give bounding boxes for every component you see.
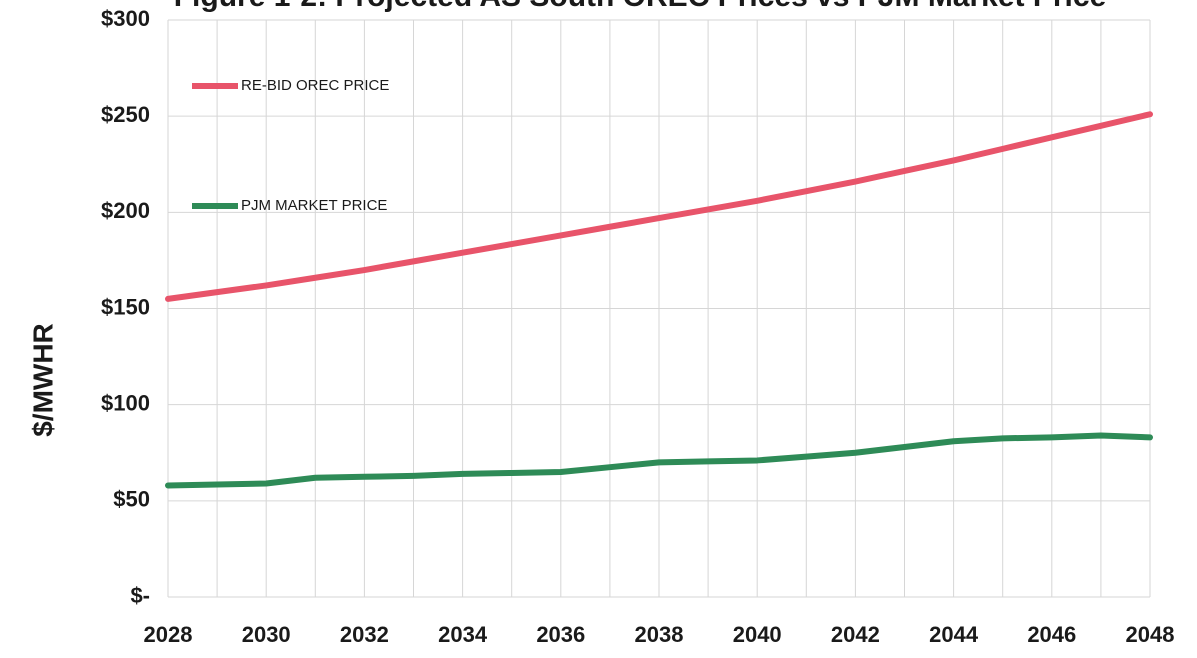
y-tick-label: $300 — [101, 6, 150, 31]
x-tick-label: 2030 — [242, 622, 291, 647]
y-axis-label: $/MWHR — [27, 323, 58, 437]
y-tick-label: $200 — [101, 198, 150, 223]
y-tick-label: $50 — [113, 487, 150, 512]
x-tick-label: 2040 — [733, 622, 782, 647]
x-tick-label: 2034 — [438, 622, 488, 647]
y-tick-label: $100 — [101, 390, 150, 415]
y-tick-label: $- — [130, 583, 150, 608]
y-tick-label: $250 — [101, 102, 150, 127]
x-tick-label: 2042 — [831, 622, 880, 647]
x-tick-label: 2028 — [144, 622, 193, 647]
legend-label: RE-BID OREC PRICE — [241, 77, 389, 94]
x-tick-label: 2032 — [340, 622, 389, 647]
x-tick-label: 2038 — [635, 622, 684, 647]
legend-label: PJM MARKET PRICE — [241, 197, 387, 214]
x-tick-label: 2044 — [929, 622, 979, 647]
x-tick-label: 2048 — [1126, 622, 1175, 647]
data-line — [165, 111, 1153, 302]
y-tick-label: $150 — [101, 294, 150, 319]
chart-title: Figure 1-2: Projected AS South OREC Pric… — [174, 0, 1107, 13]
data-line — [165, 432, 1153, 489]
x-tick-label: 2046 — [1027, 622, 1076, 647]
x-tick-label: 2036 — [536, 622, 585, 647]
